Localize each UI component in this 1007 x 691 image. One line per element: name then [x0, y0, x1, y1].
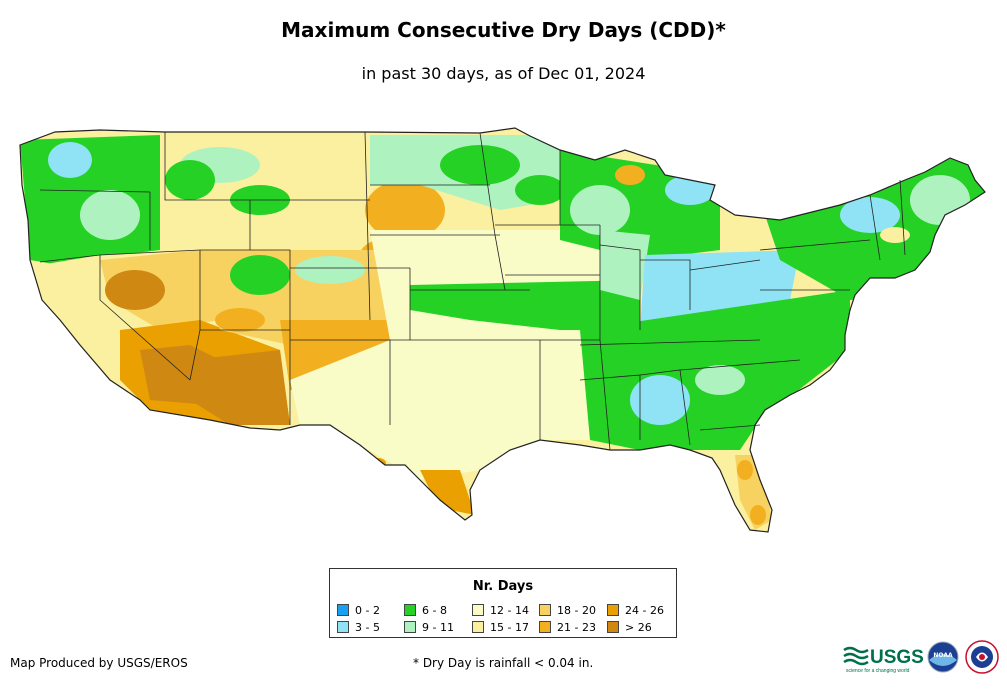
legend-item-over-26: > 26 — [607, 620, 652, 634]
legend-item-18-20: 18 - 20 — [539, 603, 596, 617]
noaa-text: NOAA — [933, 652, 953, 659]
legend-swatch — [539, 604, 551, 616]
legend-label: 18 - 20 — [557, 603, 596, 617]
legend-item-6-8: 6 - 8 — [404, 603, 447, 617]
map-title: Maximum Consecutive Dry Days (CDD)* — [281, 18, 726, 42]
legend-label: 0 - 2 — [355, 603, 380, 617]
legend-item-12-14: 12 - 14 — [472, 603, 529, 617]
legend-item-9-11: 9 - 11 — [404, 620, 454, 634]
legend-swatch — [337, 604, 349, 616]
legend-item-15-17: 15 - 17 — [472, 620, 529, 634]
map-fill — [20, 128, 985, 532]
legend-swatch — [404, 604, 416, 616]
dry-day-footnote: * Dry Day is rainfall < 0.04 in. — [413, 656, 594, 670]
usgs-logo: USGS science for a changing world — [843, 646, 924, 674]
legend-swatch — [472, 604, 484, 616]
map-credit: Map Produced by USGS/EROS — [10, 656, 188, 670]
noaa-logo: NOAA — [927, 641, 959, 673]
legend: Nr. Days 0 - 2 3 - 5 6 - 8 9 - 11 12 - 1… — [329, 568, 677, 638]
legend-label: > 26 — [625, 620, 652, 634]
legend-swatch — [472, 621, 484, 633]
legend-label: 9 - 11 — [422, 620, 454, 634]
legend-item-24-26: 24 - 26 — [607, 603, 664, 617]
agency-logos: USGS science for a changing world NOAA — [843, 640, 999, 674]
us-outline — [19, 127, 986, 533]
legend-label: 12 - 14 — [490, 603, 529, 617]
legend-label: 3 - 5 — [355, 620, 380, 634]
usgs-text: USGS — [870, 647, 924, 668]
legend-label: 21 - 23 — [557, 620, 596, 634]
map-subtitle: in past 30 days, as of Dec 01, 2024 — [361, 64, 646, 83]
legend-swatch — [337, 621, 349, 633]
legend-title: Nr. Days — [472, 579, 534, 594]
weather-service-logo — [965, 640, 999, 674]
state-borders — [39, 131, 906, 451]
legend-swatch — [539, 621, 551, 633]
legend-item-0-2: 0 - 2 — [337, 603, 380, 617]
usgs-tagline: science for a changing world — [846, 668, 910, 674]
legend-label: 6 - 8 — [422, 603, 447, 617]
legend-swatch — [607, 621, 619, 633]
legend-swatch — [607, 604, 619, 616]
legend-label: 15 - 17 — [490, 620, 529, 634]
legend-label: 24 - 26 — [625, 603, 664, 617]
legend-swatch — [404, 621, 416, 633]
legend-item-3-5: 3 - 5 — [337, 620, 380, 634]
legend-item-21-23: 21 - 23 — [539, 620, 596, 634]
